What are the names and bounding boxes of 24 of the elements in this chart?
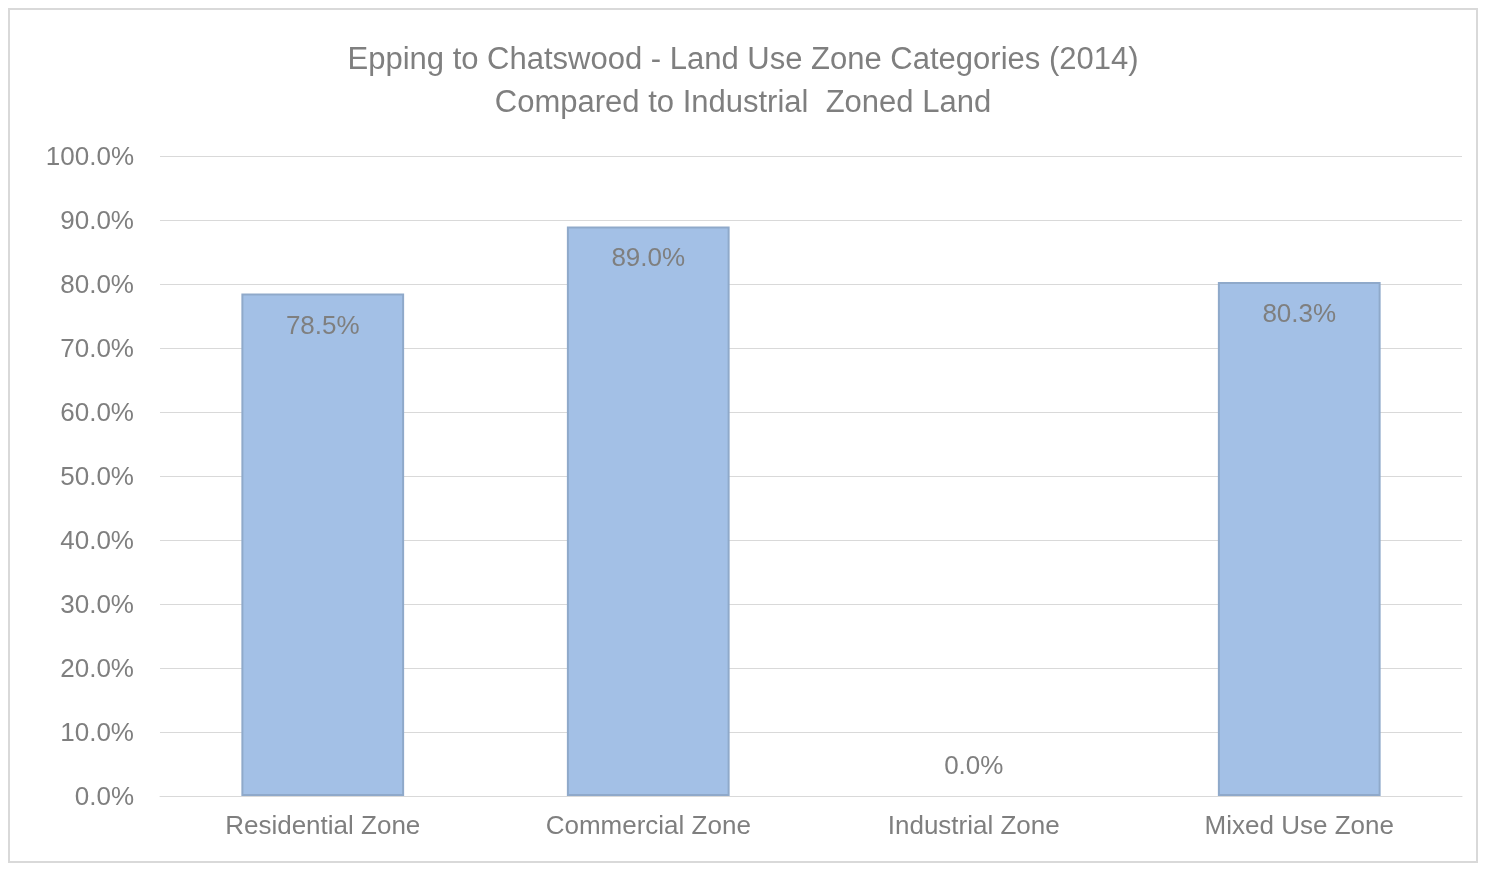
data-label: 0.0% — [944, 750, 1004, 780]
data-label: 78.5% — [285, 309, 360, 340]
y-tick-label: 30.0% — [60, 589, 134, 619]
bar — [241, 293, 405, 796]
x-tick-label: Industrial Zone — [887, 810, 1060, 840]
x-tick-label: Commercial Zone — [545, 810, 751, 840]
bar — [1217, 282, 1381, 796]
y-tick-label: 50.0% — [60, 461, 134, 491]
chart-title: Epping to Chatswood - Land Use Zone Categories (2014) — [347, 41, 1139, 76]
data-label: 80.3% — [1262, 298, 1337, 329]
bar — [566, 226, 730, 796]
y-tick-label: 40.0% — [60, 525, 134, 555]
y-tick-label: 20.0% — [60, 653, 134, 683]
y-tick-label: 90.0% — [60, 205, 134, 235]
y-tick-label: 70.0% — [60, 333, 134, 363]
data-label: 89.0% — [611, 242, 686, 273]
x-tick-label: Mixed Use Zone — [1204, 810, 1394, 840]
x-tick-label: Residential Zone — [225, 810, 421, 840]
y-tick-label: 0.0% — [74, 781, 134, 811]
y-tick-label: 80.0% — [60, 269, 134, 299]
y-tick-label: 10.0% — [60, 717, 134, 747]
y-tick-label: 100.0% — [45, 141, 134, 171]
chart-subtitle: Compared to Industrial Zoned Land — [494, 84, 992, 119]
y-tick-label: 60.0% — [60, 397, 134, 427]
